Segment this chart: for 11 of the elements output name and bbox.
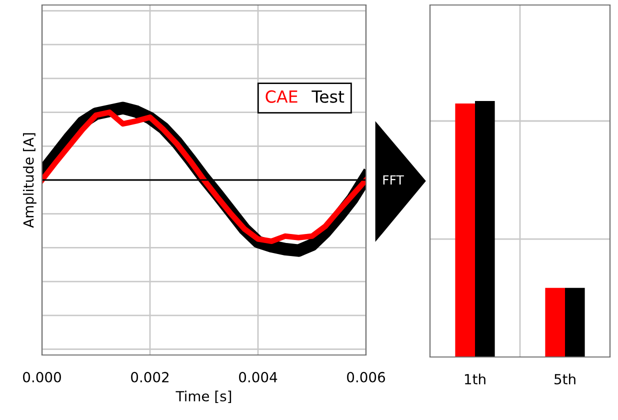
x-tick-label: 5th [554,374,576,384]
x-tick-label: 0.004 [239,372,278,382]
y-axis-title: Amplitude [A] [23,133,36,228]
text: CAE [266,90,298,103]
x-tick-label: 0.006 [347,372,386,382]
x-tick-label: 0.002 [131,372,168,382]
x-tick-label: 1th [464,374,486,384]
text: FFT [383,175,404,184]
text: Test [312,90,344,103]
x-axis-title: Time [s] [176,390,232,404]
x-tick-label: 0.000 [23,372,61,382]
